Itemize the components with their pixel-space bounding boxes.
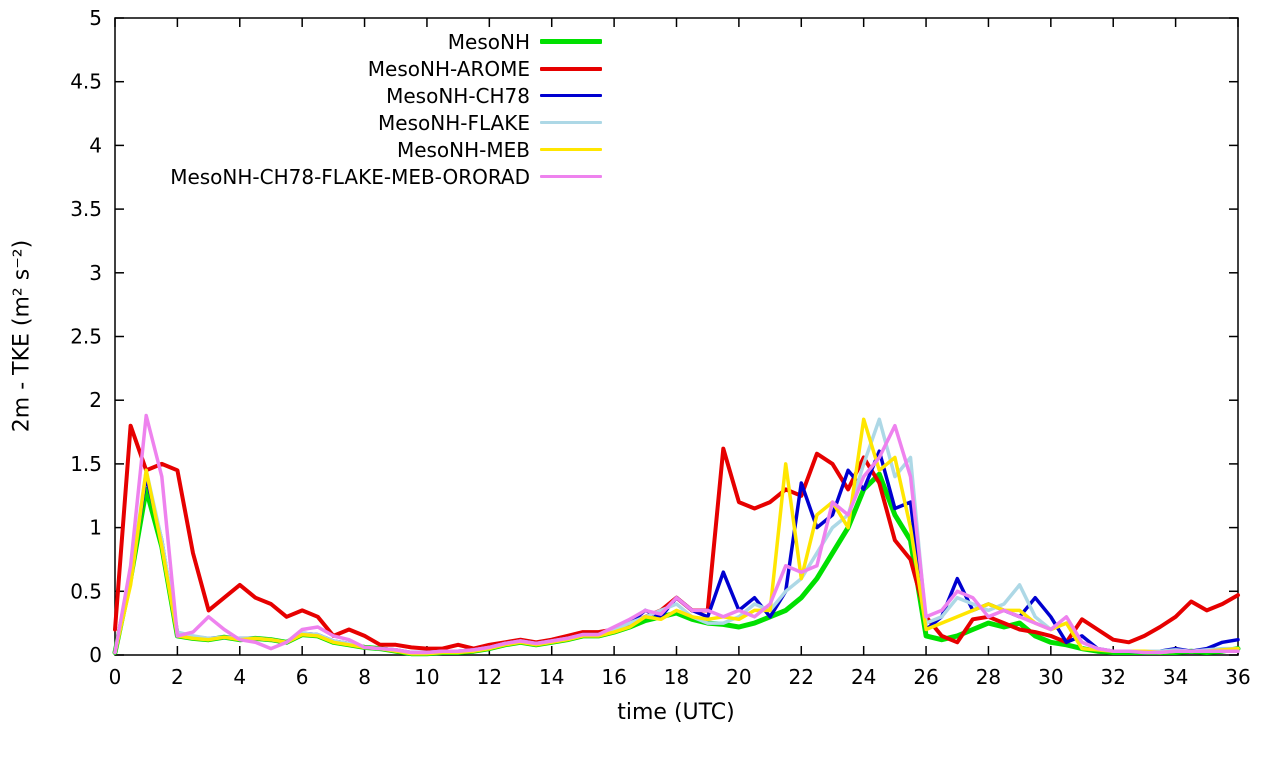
- y-tick-label: 2.5: [70, 325, 102, 349]
- x-tick-label: 20: [726, 665, 751, 689]
- x-tick-label: 0: [109, 665, 122, 689]
- legend: MesoNH MesoNH-AROME MesoNH-CH78 MesoNH-F…: [80, 28, 602, 190]
- x-tick-label: 34: [1163, 665, 1188, 689]
- y-tick-label: 2: [89, 388, 102, 412]
- legend-label: MesoNH-MEB: [396, 137, 530, 162]
- x-tick-label: 18: [664, 665, 689, 689]
- x-tick-label: 26: [913, 665, 938, 689]
- series-line-MesoNH-CH78-FLAKE-MEB-ORORAD: [113, 413, 1240, 655]
- legend-label: MesoNH-AROME: [367, 56, 530, 81]
- y-tick-label: 1: [89, 516, 102, 540]
- x-tick-label: 16: [601, 665, 626, 689]
- y-axis-label: 2m - TKE (m² s⁻²): [9, 239, 35, 433]
- y-tick-label: 4: [89, 133, 102, 157]
- series-line-MesoNH-MEB: [113, 417, 1240, 656]
- x-tick-label: 10: [414, 665, 439, 689]
- x-tick-label: 22: [789, 665, 814, 689]
- x-tick-label: 12: [477, 665, 502, 689]
- legend-item: MesoNH-CH78: [80, 82, 602, 109]
- legend-item: MesoNH: [80, 28, 602, 55]
- x-tick-label: 6: [296, 665, 309, 689]
- legend-item: MesoNH-CH78-FLAKE-MEB-ORORAD: [80, 163, 602, 190]
- legend-label: MesoNH-CH78-FLAKE-MEB-ORORAD: [170, 164, 530, 189]
- legend-label: MesoNH-FLAKE: [378, 110, 530, 135]
- legend-line-swatch: [540, 174, 602, 179]
- x-tick-label: 36: [1225, 665, 1250, 689]
- y-tick-label: 3.5: [70, 197, 102, 221]
- legend-label: MesoNH: [447, 29, 530, 54]
- legend-item: MesoNH-AROME: [80, 55, 602, 82]
- x-tick-label: 32: [1100, 665, 1125, 689]
- y-tick-label: 4.5: [70, 70, 102, 94]
- y-tick-label: 3: [89, 261, 102, 285]
- y-tick-label: 0: [89, 643, 102, 667]
- legend-item: MesoNH-FLAKE: [80, 109, 602, 136]
- y-tick-label: 0.5: [70, 579, 102, 603]
- legend-line-swatch: [540, 147, 602, 152]
- legend-item: MesoNH-MEB: [80, 136, 602, 163]
- x-tick-label: 28: [976, 665, 1001, 689]
- x-tick-label: 30: [1038, 665, 1063, 689]
- series-line-MesoNH-FLAKE: [113, 417, 1240, 655]
- x-tick-label: 2: [171, 665, 184, 689]
- legend-line-swatch: [540, 93, 602, 98]
- x-tick-label: 24: [851, 665, 876, 689]
- legend-label: MesoNH-CH78: [386, 83, 530, 108]
- legend-line-swatch: [540, 66, 602, 71]
- y-tick-label: 5: [89, 6, 102, 30]
- legend-line-swatch: [540, 39, 602, 44]
- x-tick-label: 14: [539, 665, 564, 689]
- x-tick-label: 4: [233, 665, 246, 689]
- x-tick-label: 8: [358, 665, 371, 689]
- x-axis-label: time (UTC): [617, 700, 735, 725]
- legend-line-swatch: [540, 120, 602, 125]
- y-tick-label: 1.5: [70, 452, 102, 476]
